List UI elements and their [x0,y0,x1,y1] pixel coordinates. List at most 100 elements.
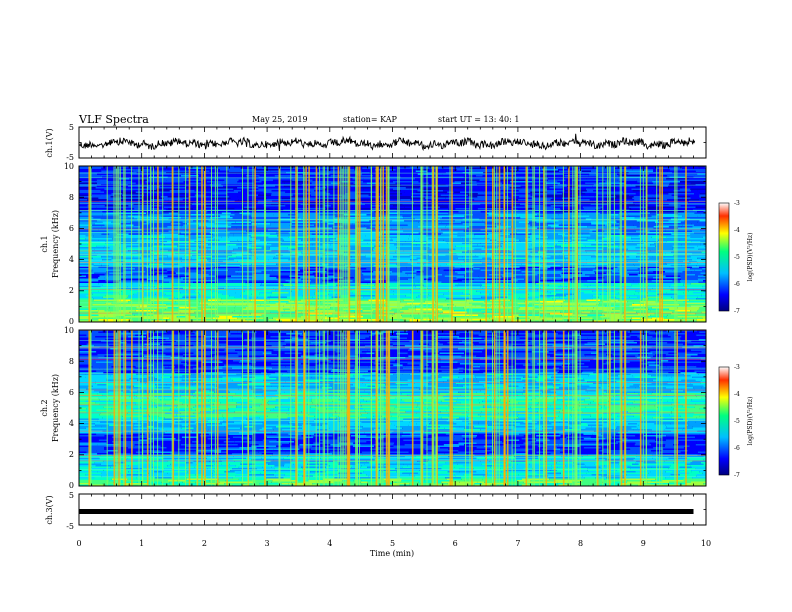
spectrogram-impulse [264,166,265,322]
spectrogram-cell [563,277,573,279]
spectrogram-cell [561,278,587,281]
spectrogram-cell [685,176,694,179]
spectrogram-cell [445,226,470,228]
spectrogram-cell [234,310,241,312]
spectrogram-cell [545,337,559,340]
spectrogram-cell [240,265,262,267]
spectrogram-cell [102,305,115,308]
spectrogram-cell [382,330,408,332]
spectrogram-cell [550,226,572,228]
spectrogram-cell [582,214,599,216]
spectrogram-cell [588,211,604,213]
spectrogram-cell [479,330,503,332]
spectrogram-cell [105,339,128,341]
spectrogram-cell [197,349,204,352]
spectrogram-cell [163,280,188,282]
spectrogram-cell [267,197,283,200]
spectrogram-cell [449,281,465,284]
spectrogram-cell [473,343,494,346]
spectrogram-cell [661,296,672,299]
spectrogram-cell [382,233,407,236]
spectrogram-cell [142,205,162,207]
spectrogram-cell [696,265,706,267]
spectrogram-cell [115,191,136,194]
spectrogram-cell [271,330,300,332]
spectrogram-cell [512,345,535,347]
spectrogram-cell [680,181,705,183]
spectrogram-cell [507,352,527,355]
spectrogram-cell [617,173,628,176]
spectrogram-cell [120,212,147,215]
spectrogram-cell [155,293,166,296]
spectrogram-cell [690,311,702,314]
spectrogram-cell [460,268,473,270]
spectrogram-cell [547,224,559,227]
spectrogram-cell [530,194,546,197]
spectrogram-cell [571,226,588,228]
spectrogram-cell [693,292,706,294]
spectrogram-cell [592,185,611,188]
spectrogram-cell [480,242,503,245]
spectrogram-cell [653,182,670,185]
spectrogram-cell [554,354,578,356]
spectrogram-cell [339,302,350,305]
spectrogram-cell [472,265,487,267]
spectrogram-cell [662,281,681,284]
spectrogram-cell [262,166,281,168]
spectrogram-cell [435,178,461,180]
spectrogram-cell [96,308,108,311]
spectrogram-cell [417,354,432,356]
spectrogram-cell [131,277,149,279]
spectrogram-cell [587,226,609,228]
spectrogram-cell [283,305,294,308]
spectrogram-cell [374,169,396,171]
spectrogram-impulse [113,166,115,322]
spectrogram-cell [604,314,621,317]
spectrogram-cell [275,241,282,243]
spectrogram-cell [79,217,94,219]
spectrogram-cell [355,241,374,243]
spectrogram-cell [472,202,496,204]
spectrogram-cell [222,302,235,305]
spectrogram-cell [685,173,698,176]
spectrogram-cell [205,224,229,227]
spectrogram-cell [456,277,480,279]
spectrogram-cell [460,296,482,299]
spectrogram-cell [361,319,383,321]
spectrogram-cell [423,278,433,281]
spectrogram-cell [652,181,681,183]
spectrogram-cell [303,351,322,353]
spectrogram-cell [364,278,383,281]
spectrogram-cell [347,331,375,334]
spectrogram-cell [357,175,374,177]
spectrogram-cell [398,212,421,215]
spectrogram-cell [194,241,205,243]
spectrogram-cell [79,185,97,188]
spectrogram-cell [187,305,214,308]
spectrogram-cell [587,239,596,242]
spectrogram-cell [597,354,606,356]
spectrogram-cell [477,208,503,210]
spectrogram-cell [167,202,185,204]
spectrogram-cell [436,193,446,195]
spectrogram-cell [660,311,673,314]
spectrogram-cell [697,190,706,192]
spectrogram-cell [380,272,391,275]
spectrogram-cell [279,272,295,275]
spectrogram-cell [359,281,381,284]
spectrogram-cell [591,223,607,225]
spectrogram-cell [653,345,676,347]
spectrogram-cell [100,190,120,192]
spectrogram-cell [576,187,598,189]
spectrogram-cell [263,351,272,353]
spectrogram-cell [547,241,559,243]
spectrogram-cell [397,175,420,177]
spectrogram-cell [327,197,337,200]
spectrogram-cell [515,275,543,278]
spectrogram-cell [94,248,118,251]
spectrogram-cell [681,265,697,267]
spectrogram-cell [451,173,469,176]
spectrogram-cell [371,308,392,311]
spectrogram-cell [322,211,348,213]
spectrogram-tone-line [79,232,706,233]
